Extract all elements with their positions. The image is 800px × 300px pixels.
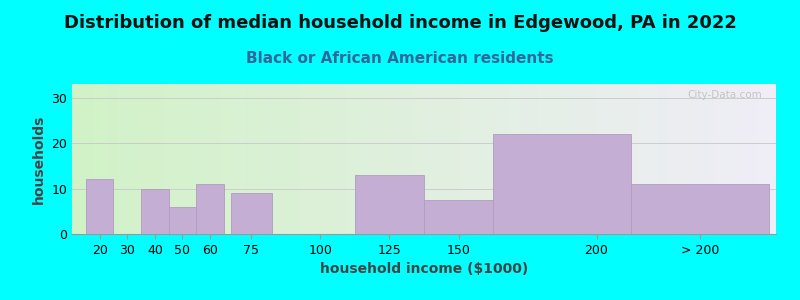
Y-axis label: households: households bbox=[32, 114, 46, 204]
Bar bbox=[230, 193, 272, 234]
Bar bbox=[141, 188, 169, 234]
Bar bbox=[86, 179, 114, 234]
Bar bbox=[493, 134, 631, 234]
Text: City-Data.com: City-Data.com bbox=[687, 90, 762, 100]
Bar bbox=[355, 175, 424, 234]
Bar bbox=[196, 184, 224, 234]
Text: Black or African American residents: Black or African American residents bbox=[246, 51, 554, 66]
Bar bbox=[631, 184, 769, 234]
Bar bbox=[424, 200, 493, 234]
X-axis label: household income ($1000): household income ($1000) bbox=[320, 262, 528, 276]
Bar bbox=[169, 207, 196, 234]
Text: Distribution of median household income in Edgewood, PA in 2022: Distribution of median household income … bbox=[63, 14, 737, 32]
